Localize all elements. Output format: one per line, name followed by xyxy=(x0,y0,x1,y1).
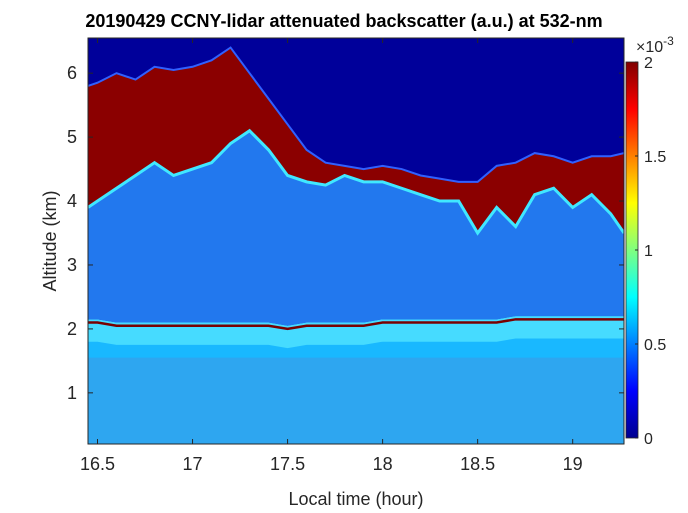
y-tick-label: 1 xyxy=(67,383,77,403)
aerosol-top-gradient xyxy=(88,316,624,349)
free-troposphere-band xyxy=(88,130,624,326)
y-axis: 1 2 3 4 5 6 xyxy=(67,63,624,403)
colorbar-tick-label: 0 xyxy=(644,431,653,448)
x-axis: 16.5 17 17.5 18 18.5 19 xyxy=(80,38,583,474)
colorbar-tick-label: 2 xyxy=(644,55,653,72)
x-tick-label: 18 xyxy=(373,454,393,474)
chart-title: 20190429 CCNY-lidar attenuated backscatt… xyxy=(85,11,602,31)
colorbar-tick-label: 1.5 xyxy=(644,149,666,166)
lower-aerosol-band xyxy=(88,357,624,444)
x-tick-label: 19 xyxy=(563,454,583,474)
colorbar-exponent: ×10-3 xyxy=(636,34,674,56)
x-tick-label: 18.5 xyxy=(460,454,495,474)
colorbar-exponent-base: ×10 xyxy=(636,39,663,56)
colorbar-exponent-power: -3 xyxy=(663,34,674,48)
y-tick-label: 3 xyxy=(67,255,77,275)
cloud-base-edge xyxy=(88,128,624,236)
aerosol-top-line xyxy=(88,318,624,331)
colorbar-tick-label: 1 xyxy=(644,243,653,260)
y-tick-label: 5 xyxy=(67,127,77,147)
y-tick-label: 6 xyxy=(67,63,77,83)
x-axis-label: Local time (hour) xyxy=(288,489,423,509)
colorbar: 0 0.5 1 1.5 2 ×10-3 xyxy=(625,34,674,448)
y-tick-label: 2 xyxy=(67,319,77,339)
y-axis-label: Altitude (km) xyxy=(40,190,60,291)
y-tick-label: 4 xyxy=(67,191,77,211)
x-tick-label: 17.5 xyxy=(270,454,305,474)
plot-frame xyxy=(87,37,625,445)
colorbar-tick-label: 0.5 xyxy=(644,337,666,354)
heatmap-layers xyxy=(88,38,624,444)
above-cloud-region xyxy=(88,38,624,182)
colorbar-ticks: 0 0.5 1 1.5 2 xyxy=(635,55,666,448)
cloud-top-edge xyxy=(88,46,624,183)
plot-area xyxy=(87,37,625,445)
x-tick-label: 16.5 xyxy=(80,454,115,474)
cloud-layer xyxy=(88,47,624,234)
x-tick-label: 17 xyxy=(183,454,203,474)
